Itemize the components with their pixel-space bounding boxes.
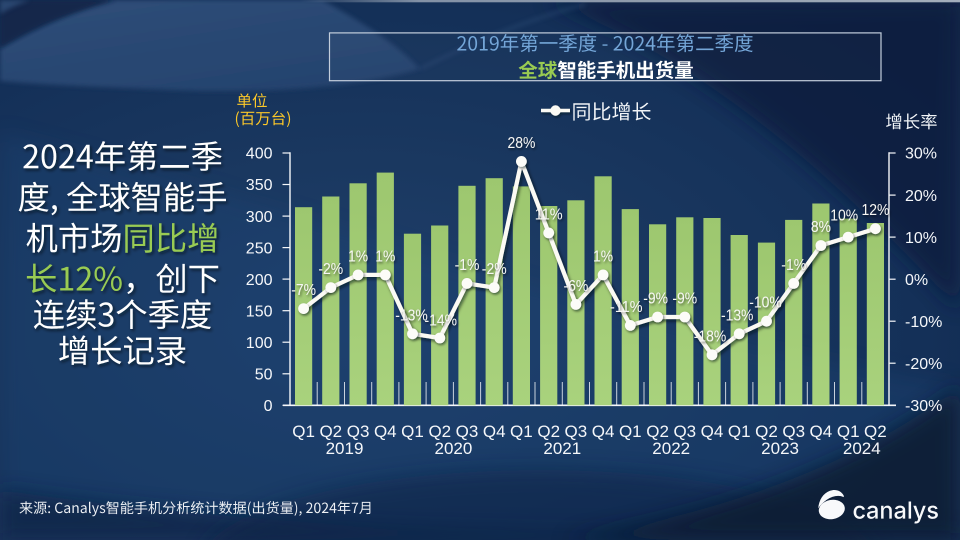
svg-text:Q4: Q4 (592, 422, 615, 441)
svg-text:100: 100 (246, 335, 273, 352)
svg-text:0: 0 (264, 398, 273, 415)
svg-text:Q1: Q1 (619, 422, 642, 441)
svg-text:2022: 2022 (652, 439, 690, 458)
svg-text:Q2: Q2 (646, 422, 669, 441)
svg-text:-10%: -10% (905, 314, 942, 331)
svg-text:-10%: -10% (749, 295, 782, 312)
svg-text:2023: 2023 (761, 439, 799, 458)
svg-text:Q1: Q1 (510, 422, 533, 441)
svg-text:Q4: Q4 (374, 422, 397, 441)
svg-text:200: 200 (246, 272, 273, 289)
svg-text:-1%: -1% (781, 257, 806, 274)
svg-text:2019: 2019 (326, 439, 364, 458)
svg-text:12%: 12% (861, 202, 889, 219)
svg-text:2020: 2020 (434, 439, 472, 458)
svg-text:150: 150 (246, 303, 273, 320)
svg-text:-30%: -30% (905, 398, 942, 415)
svg-text:20%: 20% (905, 188, 937, 205)
svg-text:-11%: -11% (610, 299, 643, 316)
svg-text:250: 250 (246, 240, 273, 257)
svg-text:-14%: -14% (425, 313, 458, 330)
svg-text:1%: 1% (593, 248, 613, 265)
svg-text:1%: 1% (375, 248, 395, 265)
svg-text:-2%: -2% (482, 261, 507, 278)
svg-text:Q3: Q3 (347, 422, 370, 441)
svg-text:-9%: -9% (672, 291, 697, 308)
svg-text:Q1: Q1 (837, 422, 860, 441)
svg-text:-13%: -13% (721, 307, 754, 324)
svg-text:0%: 0% (905, 272, 928, 289)
svg-text:Q3: Q3 (673, 422, 696, 441)
svg-text:Q1: Q1 (401, 422, 424, 441)
svg-text:Q2: Q2 (428, 422, 451, 441)
svg-text:Q3: Q3 (782, 422, 805, 441)
svg-text:Q1: Q1 (292, 422, 315, 441)
svg-text:Q2: Q2 (537, 422, 560, 441)
svg-text:Q1: Q1 (728, 422, 751, 441)
svg-text:-1%: -1% (455, 257, 480, 274)
svg-text:2024: 2024 (843, 439, 881, 458)
svg-text:-9%: -9% (643, 291, 668, 308)
svg-text:300: 300 (246, 209, 273, 226)
svg-text:350: 350 (246, 177, 273, 194)
svg-text:Q2: Q2 (755, 422, 778, 441)
svg-text:Q4: Q4 (701, 422, 724, 441)
svg-text:-20%: -20% (905, 356, 942, 373)
svg-text:Q4: Q4 (810, 422, 833, 441)
svg-text:Q2: Q2 (864, 422, 887, 441)
svg-text:400: 400 (246, 146, 273, 163)
svg-text:-13%: -13% (395, 307, 428, 324)
svg-text:50: 50 (255, 367, 273, 384)
svg-text:10%: 10% (905, 230, 937, 247)
svg-text:28%: 28% (507, 135, 535, 152)
svg-text:8%: 8% (811, 219, 831, 236)
svg-text:11%: 11% (535, 206, 563, 223)
svg-text:Q2: Q2 (319, 422, 342, 441)
svg-text:-18%: -18% (694, 328, 727, 345)
svg-text:Q3: Q3 (456, 422, 479, 441)
svg-text:Q4: Q4 (483, 422, 506, 441)
svg-text:1%: 1% (348, 248, 368, 265)
svg-text:Q3: Q3 (565, 422, 588, 441)
svg-text:10%: 10% (830, 208, 858, 225)
svg-text:-6%: -6% (564, 278, 589, 295)
svg-text:2021: 2021 (543, 439, 581, 458)
svg-text:-2%: -2% (318, 261, 343, 278)
svg-text:-7%: -7% (291, 282, 316, 299)
svg-text:30%: 30% (905, 146, 937, 163)
